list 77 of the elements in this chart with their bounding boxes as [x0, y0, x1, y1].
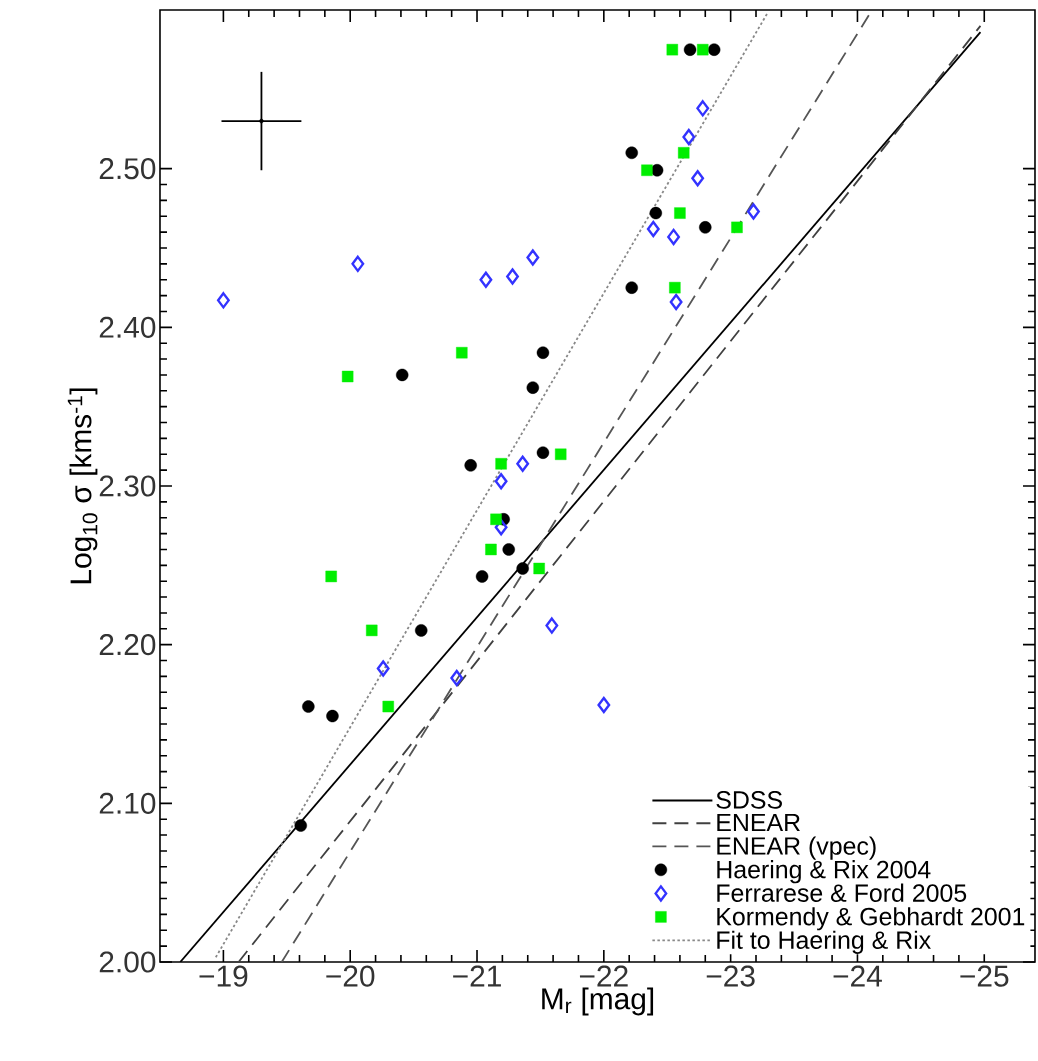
y-tick-label: 2.30 — [99, 475, 156, 497]
point — [667, 228, 681, 246]
point — [366, 624, 378, 637]
legend-label: ENEAR — [717, 813, 800, 832]
point — [351, 255, 365, 273]
legend-label: ENEAR (vpec) — [717, 836, 876, 860]
point — [597, 696, 611, 714]
point — [259, 118, 264, 124]
point — [526, 381, 540, 394]
point — [696, 100, 710, 117]
point — [545, 617, 559, 634]
point — [506, 268, 519, 285]
legend-label: Haering & Rix 2004 — [717, 860, 931, 884]
point — [326, 709, 339, 723]
y-tick-label: 2.00 — [99, 951, 156, 973]
x-tick-label: −23 — [706, 965, 755, 987]
point — [516, 562, 529, 575]
point — [464, 459, 477, 472]
point — [450, 669, 464, 687]
point — [341, 370, 354, 383]
point — [526, 249, 540, 266]
point — [697, 43, 709, 56]
point — [536, 346, 550, 359]
point — [682, 128, 696, 146]
point — [456, 347, 468, 359]
point — [294, 819, 307, 832]
legend-label: Ferrarese & Ford 2005 — [717, 883, 967, 902]
x-tick-label: −20 — [326, 965, 375, 987]
y-tick-label: 2.50 — [99, 158, 156, 180]
point — [625, 281, 638, 294]
point — [485, 543, 497, 556]
point — [415, 624, 428, 637]
point — [646, 220, 660, 238]
point — [641, 164, 653, 176]
point — [666, 43, 679, 56]
y-tick-label: 2.10 — [99, 792, 156, 814]
point — [747, 203, 760, 220]
point — [649, 206, 663, 220]
point — [625, 146, 638, 159]
point — [495, 458, 507, 470]
y-tick-label: 2.40 — [99, 316, 156, 338]
point — [479, 271, 493, 288]
point — [494, 473, 508, 490]
point — [536, 446, 550, 459]
point — [494, 519, 508, 536]
x-axis-title: M$_{r}$ [mag] — [542, 987, 654, 1016]
point — [302, 700, 315, 713]
x-tick-label: −19 — [199, 965, 248, 987]
legend-label: SDSS — [716, 791, 782, 809]
point — [382, 700, 394, 713]
legend-label: Kormendy & Gebhardt 2001 — [717, 907, 1025, 931]
point — [502, 543, 515, 556]
x-tick-label: −25 — [960, 965, 1009, 987]
y-axis-title: Log$_{10}$ σ [kms$^{-1}$] — [67, 388, 98, 584]
y-tick-label: 2.20 — [99, 634, 156, 656]
point — [707, 43, 721, 56]
x-tick-label: −24 — [833, 965, 882, 987]
x-tick-label: −21 — [453, 965, 501, 987]
point — [396, 368, 409, 382]
point — [669, 281, 681, 294]
point — [376, 660, 390, 677]
point — [490, 513, 502, 526]
x-tick-label: −22 — [579, 965, 628, 987]
point — [325, 570, 337, 583]
point — [691, 169, 705, 187]
point — [683, 43, 697, 56]
point — [216, 292, 230, 309]
point — [533, 562, 545, 575]
point — [555, 448, 567, 460]
point — [674, 207, 686, 219]
point — [699, 221, 712, 234]
point — [475, 570, 489, 583]
legend-label: Fit to Haering & Rix — [717, 930, 931, 954]
point — [678, 147, 690, 159]
point — [516, 455, 530, 472]
point — [669, 293, 683, 311]
point — [731, 221, 743, 234]
